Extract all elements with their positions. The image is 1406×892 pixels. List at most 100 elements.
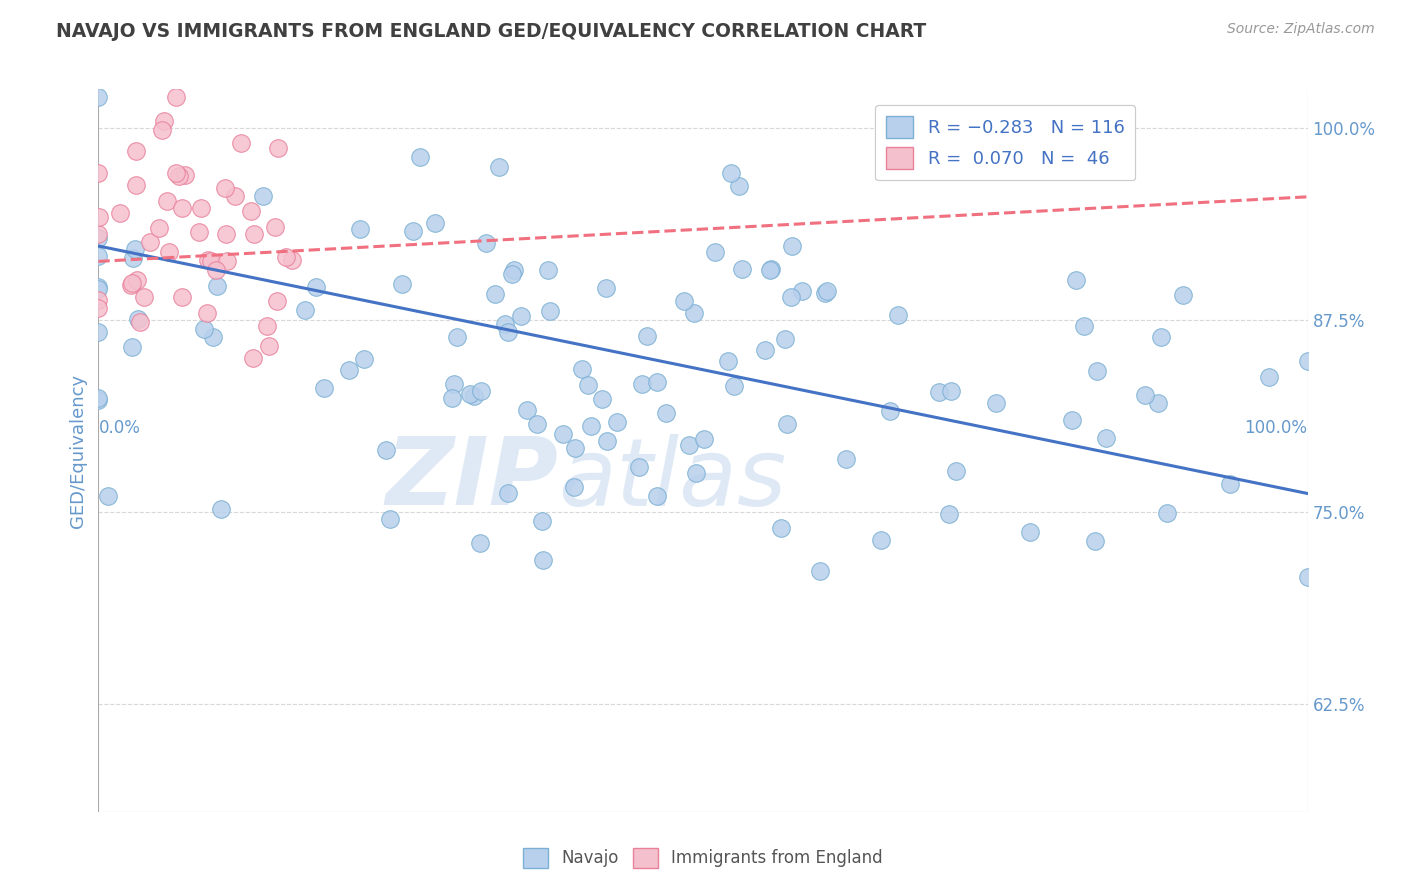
Point [576, 377, 599, 392]
Point [215, 227, 238, 241]
Point [190, 201, 212, 215]
Point [125, 145, 148, 159]
Point [378, 511, 401, 525]
Point [263, 219, 285, 234]
Point [723, 378, 745, 392]
Point [720, 166, 742, 180]
Point [170, 290, 193, 304]
Point [808, 564, 831, 578]
Point [157, 245, 180, 260]
Point [127, 273, 149, 287]
Point [591, 392, 613, 406]
Point [148, 221, 170, 235]
Point [458, 387, 481, 401]
Y-axis label: GED/Equivalency: GED/Equivalency [69, 374, 87, 527]
Point [887, 308, 910, 322]
Point [121, 276, 143, 290]
Point [879, 404, 901, 418]
Point [628, 460, 651, 475]
Point [337, 363, 360, 377]
Point [195, 306, 218, 320]
Point [87, 279, 110, 293]
Point [1094, 430, 1116, 444]
Point [463, 389, 485, 403]
Point [127, 312, 149, 326]
Point [121, 340, 143, 354]
Point [256, 318, 278, 333]
Point [1085, 364, 1108, 378]
Point [224, 189, 246, 203]
Point [685, 467, 707, 481]
Point [596, 434, 619, 448]
Point [759, 263, 782, 277]
Point [645, 489, 668, 503]
Point [1171, 287, 1194, 301]
Point [1073, 319, 1095, 334]
Point [87, 90, 110, 104]
Point [1150, 329, 1173, 343]
Point [138, 235, 160, 249]
Point [217, 253, 239, 268]
Point [531, 515, 554, 529]
Point [928, 385, 950, 400]
Point [87, 166, 110, 180]
Point [129, 315, 152, 329]
Point [165, 90, 187, 104]
Point [693, 432, 716, 446]
Point [402, 224, 425, 238]
Point [536, 262, 558, 277]
Point [276, 251, 298, 265]
Point [494, 318, 516, 332]
Point [780, 290, 803, 304]
Point [488, 160, 510, 174]
Point [775, 332, 797, 346]
Text: ZIP: ZIP [385, 434, 558, 525]
Point [516, 403, 538, 417]
Point [815, 284, 838, 298]
Point [87, 391, 110, 405]
Text: NAVAJO VS IMMIGRANTS FROM ENGLAND GED/EQUIVALENCY CORRELATION CHART: NAVAJO VS IMMIGRANTS FROM ENGLAND GED/EQ… [56, 22, 927, 41]
Point [468, 536, 491, 550]
Point [717, 354, 740, 368]
Legend: R = −0.283   N = 116, R =  0.070   N =  46: R = −0.283 N = 116, R = 0.070 N = 46 [876, 105, 1135, 180]
Point [496, 326, 519, 340]
Point [683, 306, 706, 320]
Point [197, 253, 219, 268]
Point [564, 441, 586, 455]
Point [155, 194, 177, 208]
Point [200, 253, 222, 268]
Point [446, 330, 468, 344]
Point [1156, 506, 1178, 520]
Text: Source: ZipAtlas.com: Source: ZipAtlas.com [1227, 22, 1375, 37]
Point [229, 136, 252, 150]
Point [120, 278, 142, 293]
Point [87, 301, 110, 315]
Point [792, 285, 814, 299]
Point [470, 384, 492, 399]
Point [312, 381, 335, 395]
Point [242, 351, 264, 365]
Point [87, 293, 110, 307]
Point [87, 249, 110, 263]
Point [938, 507, 960, 521]
Point [423, 216, 446, 230]
Point [835, 452, 858, 467]
Point [984, 396, 1007, 410]
Point [205, 263, 228, 277]
Point [353, 352, 375, 367]
Point [501, 268, 523, 282]
Point [636, 328, 658, 343]
Point [510, 310, 533, 324]
Point [153, 114, 176, 128]
Point [294, 303, 316, 318]
Point [87, 230, 110, 244]
Text: atlas: atlas [558, 434, 786, 524]
Point [869, 533, 891, 547]
Point [484, 287, 506, 301]
Point [1084, 533, 1107, 548]
Point [754, 343, 776, 357]
Point [409, 150, 432, 164]
Point [731, 262, 754, 277]
Point [1064, 273, 1087, 287]
Point [538, 304, 561, 318]
